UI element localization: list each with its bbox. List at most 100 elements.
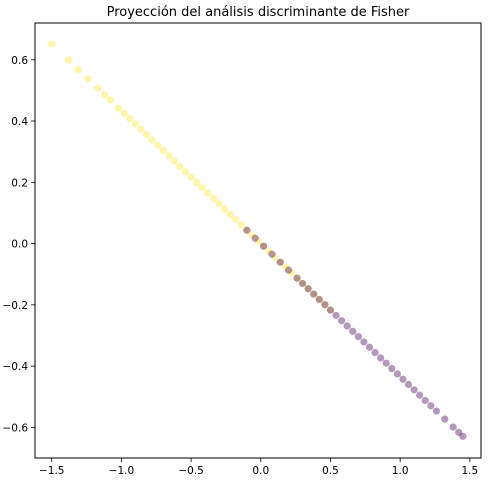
data-point <box>215 200 223 208</box>
data-point <box>393 370 401 378</box>
data-point <box>94 84 102 92</box>
data-point <box>159 146 167 155</box>
data-point <box>399 375 407 383</box>
data-point <box>427 402 435 410</box>
data-point <box>220 205 229 213</box>
data-point <box>170 157 178 165</box>
data-point <box>198 184 206 192</box>
data-point <box>416 391 424 399</box>
data-point <box>377 354 385 362</box>
data-point <box>404 380 413 389</box>
data-point <box>455 428 463 436</box>
data-point <box>310 290 318 298</box>
data-point <box>365 343 374 351</box>
data-point <box>48 40 56 48</box>
data-point <box>459 432 467 440</box>
x-tick-label: 0.5 <box>322 465 339 477</box>
plot-frame <box>34 22 482 459</box>
data-point <box>315 295 323 303</box>
y-axis-ticks: −0.6 −0.4 −0.2 0.0 0.2 0.4 0.6 <box>3 55 35 434</box>
data-point <box>193 178 201 187</box>
data-point <box>265 247 273 256</box>
data-point <box>120 109 128 117</box>
data-point <box>74 65 82 73</box>
data-point <box>332 311 340 319</box>
y-tick-label: −0.6 <box>3 422 29 434</box>
data-point <box>251 234 259 242</box>
data-point <box>382 359 390 367</box>
data-point <box>64 56 73 64</box>
data-point <box>310 290 318 298</box>
y-tick-label: 0.0 <box>11 239 28 251</box>
data-point <box>360 338 368 346</box>
y-tick-label: 0.6 <box>11 55 28 67</box>
data-point <box>243 226 251 234</box>
points-layer <box>48 40 467 440</box>
data-point <box>293 274 301 282</box>
y-tick-label: −0.4 <box>3 361 29 373</box>
data-point <box>388 364 396 373</box>
data-point <box>287 269 296 277</box>
data-point <box>421 396 429 405</box>
data-point <box>187 173 195 181</box>
x-tick-label: −1.5 <box>39 465 65 477</box>
data-point <box>237 221 245 229</box>
chart-title: Proyección del análisis discriminante de… <box>107 5 410 20</box>
y-tick-label: 0.2 <box>11 177 28 189</box>
x-tick-label: −1.0 <box>109 465 135 477</box>
data-point <box>154 141 162 149</box>
data-point <box>304 285 312 293</box>
data-point <box>321 301 329 309</box>
x-tick-label: 0.0 <box>252 465 269 477</box>
data-point <box>326 306 335 314</box>
data-point <box>259 242 268 250</box>
data-point <box>299 279 307 288</box>
data-point <box>293 274 301 282</box>
x-axis-ticks: −1.5 −1.0 −0.5 0.0 0.5 1.0 1.5 <box>39 458 478 477</box>
data-point <box>268 250 276 258</box>
data-point <box>354 333 362 341</box>
data-point <box>276 258 284 266</box>
data-point <box>84 75 92 83</box>
data-point <box>315 295 323 303</box>
data-point <box>106 96 114 104</box>
data-point <box>176 162 184 171</box>
data-point <box>432 407 440 415</box>
data-point <box>148 136 156 144</box>
data-point <box>371 348 379 357</box>
x-tick-label: 1.0 <box>392 465 409 477</box>
data-point <box>243 226 251 234</box>
data-point <box>410 386 418 394</box>
data-point <box>441 415 449 423</box>
data-point <box>131 120 139 128</box>
data-point <box>304 285 312 293</box>
y-tick-label: −0.2 <box>3 300 29 312</box>
data-point <box>254 237 262 245</box>
data-point <box>276 258 284 266</box>
data-point <box>299 279 307 288</box>
data-point <box>449 423 457 431</box>
data-point <box>282 263 290 272</box>
y-tick-label: 0.4 <box>11 116 28 128</box>
data-point <box>326 306 335 314</box>
data-point <box>115 104 123 112</box>
data-point <box>142 130 151 139</box>
data-point <box>321 301 329 309</box>
x-tick-label: −0.5 <box>178 465 204 477</box>
data-point <box>349 327 357 335</box>
data-point <box>126 114 134 123</box>
data-point <box>343 322 351 330</box>
data-point <box>338 317 346 325</box>
data-point <box>209 194 217 202</box>
data-point <box>232 216 240 224</box>
data-point <box>259 242 268 250</box>
x-tick-label: 1.5 <box>461 465 478 477</box>
data-point <box>285 266 293 274</box>
data-point <box>101 91 109 99</box>
data-point <box>204 189 212 197</box>
data-point <box>271 253 279 261</box>
data-point <box>226 210 234 218</box>
